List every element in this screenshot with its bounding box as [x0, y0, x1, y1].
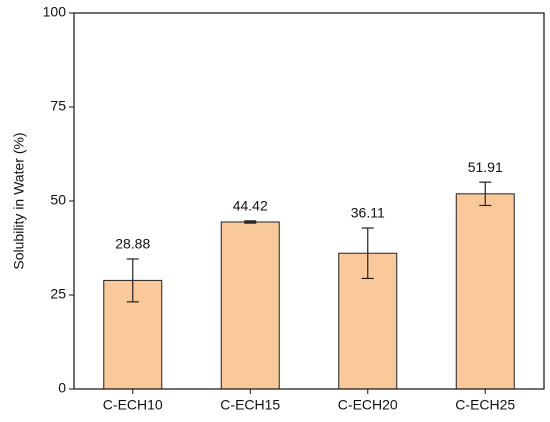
y-axis-label: Solubility in Water (%) [11, 132, 27, 269]
value-label: 28.88 [115, 236, 150, 252]
y-tick-label: 100 [43, 4, 67, 20]
x-tick-label: C-ECH15 [220, 397, 280, 413]
error-bar [361, 227, 374, 280]
bar [455, 193, 515, 390]
error-bar [479, 181, 492, 207]
x-tick-label: C-ECH25 [455, 397, 515, 413]
value-label: 44.42 [233, 198, 268, 214]
y-tick-label: 75 [50, 98, 66, 114]
error-bar [126, 258, 139, 303]
value-label: 51.91 [468, 159, 503, 175]
x-tick-label: C-ECH10 [103, 397, 163, 413]
y-tick-label: 0 [58, 380, 66, 396]
bar [220, 221, 280, 390]
error-bar [244, 220, 257, 224]
plot-frame [73, 12, 545, 390]
y-tick-label: 50 [50, 192, 66, 208]
y-tick-label: 25 [50, 286, 66, 302]
value-label: 36.11 [351, 205, 385, 221]
x-tick-label: C-ECH20 [338, 397, 398, 413]
